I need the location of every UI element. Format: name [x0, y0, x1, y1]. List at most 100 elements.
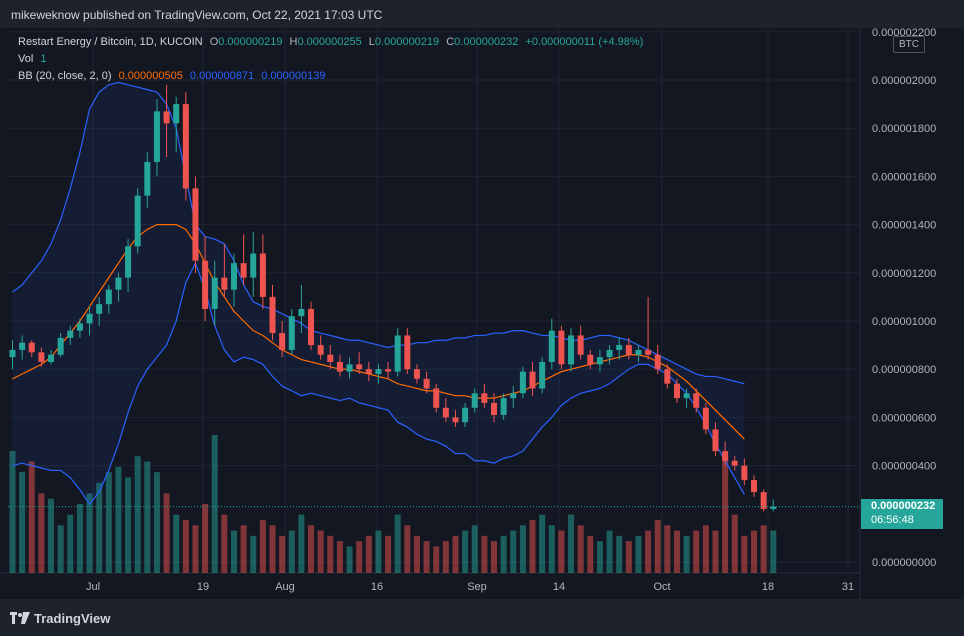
- candle: [144, 152, 151, 208]
- volume-bar: [375, 530, 382, 573]
- candle: [625, 337, 632, 360]
- candle-body: [654, 354, 661, 370]
- time-tick-label: 31: [842, 581, 854, 593]
- volume-bar: [317, 530, 324, 573]
- candle-body: [722, 451, 729, 461]
- candle: [481, 383, 488, 408]
- candle-body: [48, 354, 55, 362]
- candle-body: [433, 388, 440, 408]
- volume-bar: [327, 535, 334, 573]
- volume-bar: [548, 525, 555, 573]
- candle: [76, 318, 83, 338]
- candle: [770, 499, 777, 512]
- candle: [529, 361, 536, 396]
- volume-bar: [230, 530, 237, 573]
- price-chart[interactable]: 0.000000000 0.000000400 0.000000600 0.00000…: [0, 28, 964, 599]
- volume-bar: [722, 456, 729, 573]
- candle-body: [741, 465, 748, 481]
- volume-bar: [76, 504, 83, 573]
- candle: [279, 321, 286, 358]
- volume-bar: [365, 535, 372, 573]
- candle-body: [221, 277, 228, 290]
- candle-body: [134, 195, 141, 247]
- candle: [67, 325, 74, 346]
- volume-bar: [741, 535, 748, 573]
- price-tick-label: 0.000001000: [872, 316, 936, 328]
- legend-o-value: 0.000000219: [218, 36, 283, 48]
- candle-body: [365, 369, 372, 375]
- candle-body: [568, 335, 575, 365]
- candle: [28, 340, 35, 358]
- volume-bar: [134, 456, 141, 573]
- candle-body: [211, 277, 218, 309]
- volume-bar: [9, 450, 16, 573]
- volume-bar: [221, 514, 228, 573]
- candle: [346, 357, 353, 379]
- volume-bar: [240, 525, 247, 573]
- volume-bars: [9, 435, 777, 573]
- price-tick-label: 0.000000400: [872, 461, 936, 473]
- volume-bar: [115, 466, 122, 573]
- candle-body: [683, 393, 690, 399]
- legend-l-value: 0.000000219: [374, 36, 440, 48]
- candle-body: [9, 349, 16, 358]
- candle: [182, 92, 189, 201]
- candle-body: [153, 111, 160, 162]
- candle-body: [442, 407, 449, 418]
- candle-body: [394, 335, 401, 372]
- bar-countdown: 06:56:48: [871, 514, 914, 526]
- candle-body: [67, 330, 74, 338]
- candle: [471, 388, 478, 413]
- publisher-bar: mikeweknow published on TradingView.com,…: [0, 0, 964, 28]
- candle: [173, 96, 180, 153]
- candle-body: [519, 371, 526, 394]
- time-axis[interactable]: Jul 19 Aug 16 Sep 14 Oct 18 31: [86, 581, 854, 593]
- legend-change: +0.000000011 (+4.98%): [525, 36, 644, 48]
- volume-bar: [308, 525, 315, 573]
- candle: [317, 335, 324, 360]
- candle-body: [105, 289, 112, 305]
- candle: [57, 333, 64, 358]
- tradingview-logo-icon: [10, 612, 30, 624]
- candle-body: [163, 111, 170, 124]
- candle-body: [86, 313, 93, 324]
- candle: [336, 354, 343, 377]
- volume-bar: [693, 530, 700, 573]
- time-tick-label: Aug: [275, 581, 295, 593]
- candle-body: [375, 369, 382, 375]
- footer-bar: [0, 599, 964, 636]
- volume-bar: [288, 530, 295, 573]
- candle: [250, 231, 257, 297]
- legend-bb-basis: 0.000000505: [118, 70, 183, 82]
- candle-body: [250, 253, 257, 278]
- volume-bar: [192, 525, 199, 573]
- candle: [693, 388, 700, 413]
- currency-badge[interactable]: BTC: [893, 36, 925, 53]
- candle: [153, 99, 160, 177]
- volume-bar: [462, 530, 469, 573]
- volume-bar: [519, 525, 526, 573]
- candle: [125, 239, 132, 293]
- candle: [731, 455, 738, 471]
- last-price-badge: 0.000000232 06:56:48: [861, 499, 943, 529]
- volume-bar: [751, 530, 758, 573]
- candle: [356, 352, 363, 375]
- candle: [365, 361, 372, 382]
- candle-body: [635, 349, 642, 355]
- candle-body: [298, 308, 305, 317]
- candle: [298, 284, 305, 334]
- candle: [596, 349, 603, 372]
- volume-bar: [346, 546, 353, 573]
- candle: [606, 345, 613, 365]
- candle-body: [76, 323, 83, 331]
- candle: [760, 489, 767, 512]
- volume-bar: [202, 504, 209, 573]
- candle-body: [548, 330, 555, 362]
- candle: [500, 393, 507, 420]
- candle: [211, 260, 218, 326]
- price-tick-label: 0.000000000: [872, 557, 936, 569]
- candle: [375, 364, 382, 384]
- volume-bar: [500, 535, 507, 573]
- candles[interactable]: [8, 84, 860, 512]
- legend-o-label: O: [209, 36, 219, 48]
